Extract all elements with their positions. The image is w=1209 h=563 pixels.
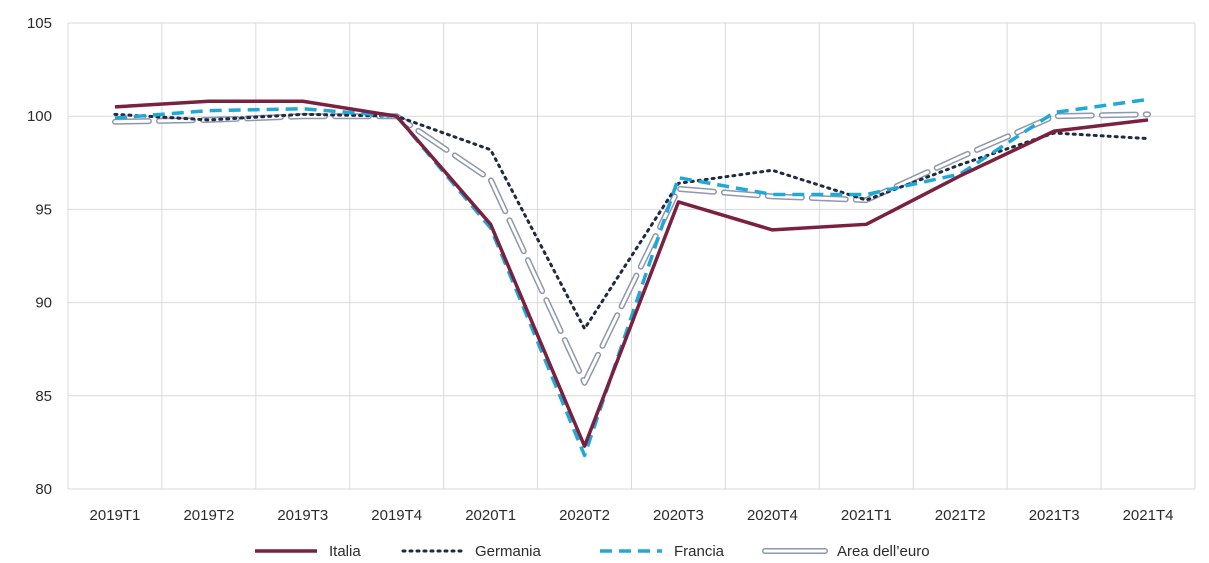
legend-label-italia: Italia <box>329 543 361 560</box>
legend-label-area-dell-euro: Area dell’euro <box>837 543 930 560</box>
legend-label-francia: Francia <box>674 543 725 560</box>
y-tick-label: 100 <box>27 108 52 125</box>
legend-label-germania: Germania <box>475 543 542 560</box>
series-lines <box>111 97 1152 458</box>
y-tick-label: 105 <box>27 15 52 32</box>
x-tick-label: 2020T1 <box>465 507 516 524</box>
x-tick-label: 2019T2 <box>183 507 234 524</box>
x-axis-ticks: 2019T1 2019T2 2019T3 2019T4 2020T1 2020T2 2020… <box>90 507 1174 524</box>
y-tick-label: 85 <box>35 388 52 405</box>
x-tick-label: 2020T2 <box>559 507 610 524</box>
x-tick-label: 2020T4 <box>747 507 798 524</box>
series-line-germania <box>113 112 1150 331</box>
y-tick-label: 80 <box>35 481 52 498</box>
legend: Italia Germania Francia Area dell’euro <box>255 543 930 560</box>
series-line-inner-area-dell-euro <box>113 112 1150 385</box>
x-tick-label: 2021T2 <box>935 507 986 524</box>
grid <box>67 22 1196 490</box>
x-tick-label: 2021T3 <box>1029 507 1080 524</box>
x-tick-label: 2021T4 <box>1123 507 1174 524</box>
y-tick-label: 90 <box>35 295 52 312</box>
y-axis-ticks: 80 85 90 95 100 105 <box>27 15 52 498</box>
x-tick-label: 2019T4 <box>371 507 422 524</box>
series-line-francia <box>114 97 1149 458</box>
x-tick-label: 2021T1 <box>841 507 892 524</box>
series-line-italia <box>114 99 1149 448</box>
x-tick-label: 2019T3 <box>277 507 328 524</box>
x-tick-label: 2019T1 <box>90 507 141 524</box>
x-tick-label: 2020T3 <box>653 507 704 524</box>
y-tick-label: 95 <box>35 201 52 218</box>
